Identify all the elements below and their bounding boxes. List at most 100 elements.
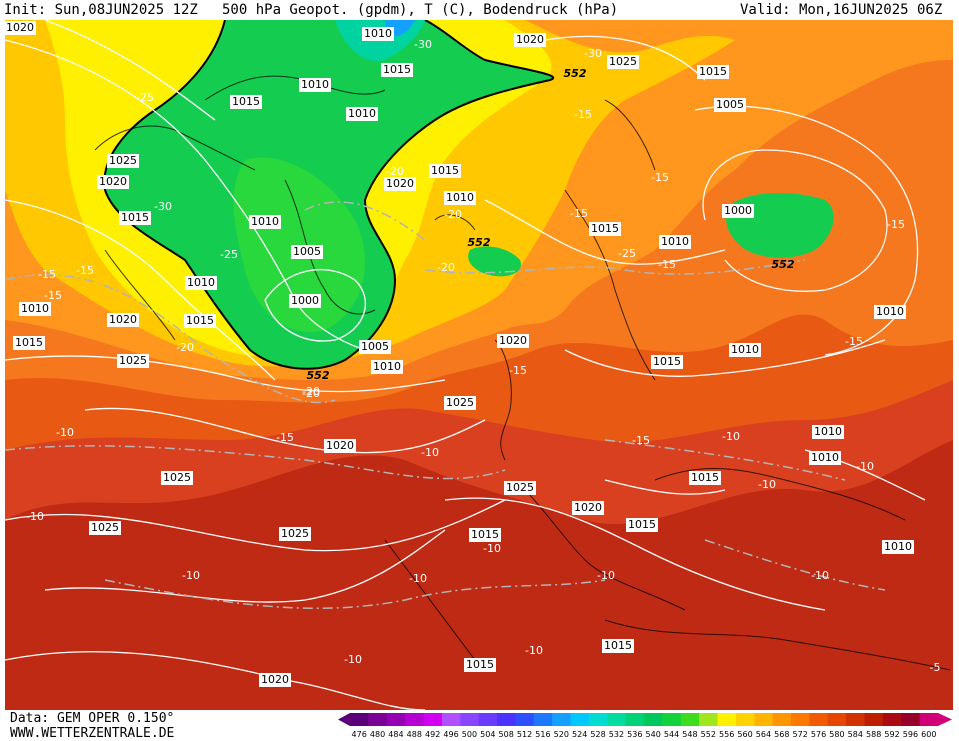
- svg-text:552: 552: [772, 258, 795, 271]
- temperature-label: -15: [44, 289, 62, 302]
- svg-text:-10: -10: [344, 653, 362, 666]
- svg-text:1020: 1020: [99, 175, 127, 188]
- svg-text:1015: 1015: [591, 222, 619, 235]
- colorbar-tick-label: 536: [627, 730, 642, 739]
- colorbar-tick-label: 596: [903, 730, 918, 739]
- colorbar-tick-label: 540: [646, 730, 661, 739]
- colorbar-tick-label: 488: [407, 730, 422, 739]
- isobar-label: 1020: [497, 334, 529, 348]
- temperature-label: -10: [483, 542, 501, 555]
- svg-text:1010: 1010: [876, 305, 904, 318]
- svg-text:-10: -10: [597, 569, 615, 582]
- colorbar-swatch: [423, 713, 443, 726]
- temperature-label: -15: [276, 431, 294, 444]
- svg-text:1010: 1010: [348, 107, 376, 120]
- svg-text:1015: 1015: [431, 164, 459, 177]
- svg-text:1025: 1025: [119, 354, 147, 367]
- svg-text:-10: -10: [26, 510, 44, 523]
- svg-text:-10: -10: [525, 644, 543, 657]
- colorbar-swatch: [368, 713, 388, 726]
- colorbar: 476 480 484 488 492 496 500 504 508 512 516 520 524 5…: [338, 713, 952, 739]
- colorbar-tick-label: 524: [572, 730, 587, 739]
- temperature-label: -15: [570, 207, 588, 220]
- isobar-label: 1000: [722, 204, 754, 218]
- temperature-label: -20: [176, 341, 194, 354]
- colorbar-swatch: [644, 713, 663, 726]
- map-header: Init: Sun,08JUN2025 12Z 500 hPa Geopot. …: [0, 0, 959, 20]
- colorbar-swatch: [533, 713, 553, 726]
- svg-text:-20: -20: [437, 261, 455, 274]
- colorbar-swatch: [919, 713, 939, 726]
- isobar-label: 1025: [279, 527, 311, 541]
- svg-text:1010: 1010: [251, 215, 279, 228]
- isobar-label: 1010: [185, 276, 217, 290]
- temperature-label: -5: [930, 661, 941, 674]
- isobar-label: 1010: [809, 451, 841, 465]
- svg-text:-20: -20: [386, 165, 404, 178]
- temperature-label: -25: [618, 247, 636, 260]
- colorbar-tick-label: 492: [425, 730, 440, 739]
- isobar-label: 1015: [13, 336, 45, 350]
- coastlines: [94, 75, 951, 671]
- temperature-label: -15: [509, 364, 527, 377]
- temperature-label: -10: [26, 510, 44, 523]
- svg-text:1015: 1015: [15, 336, 43, 349]
- svg-text:552: 552: [307, 369, 330, 382]
- svg-text:1015: 1015: [186, 314, 214, 327]
- isobar-label: 1025: [89, 521, 121, 535]
- svg-text:-15: -15: [76, 264, 94, 277]
- isobar-label: 1020: [572, 501, 604, 515]
- svg-text:1015: 1015: [699, 65, 727, 78]
- colorbar-swatch: [754, 713, 774, 726]
- isobar-label: 1015: [602, 639, 634, 653]
- contour-552-label: 552: [564, 67, 587, 80]
- colorbar-tick-label: 508: [499, 730, 514, 739]
- svg-text:1015: 1015: [604, 639, 632, 652]
- temperature-label: -25: [220, 248, 238, 261]
- isobar-label: 1010: [371, 360, 403, 374]
- svg-text:1015: 1015: [466, 658, 494, 671]
- svg-text:-15: -15: [574, 108, 592, 121]
- svg-text:1010: 1010: [301, 78, 329, 91]
- colorbar-swatch: [772, 713, 792, 726]
- svg-text:-15: -15: [658, 258, 676, 271]
- colorbar-tick-label: 556: [719, 730, 734, 739]
- temperature-label: -10: [56, 426, 74, 439]
- contour-552-label: 552: [307, 369, 330, 382]
- colorbar-swatch: [864, 713, 884, 726]
- colorbar-tick-label: 592: [884, 730, 899, 739]
- isobar-label: 1005: [291, 245, 323, 259]
- svg-text:-15: -15: [276, 431, 294, 444]
- isobar-label: 1015: [119, 211, 151, 225]
- temperature-label: -15: [887, 218, 905, 231]
- temperature-label: -10: [811, 569, 829, 582]
- svg-text:1000: 1000: [724, 204, 752, 217]
- colorbar-tick-label: 528: [590, 730, 605, 739]
- colorbar-swatch: [717, 713, 737, 726]
- svg-text:1010: 1010: [661, 235, 689, 248]
- temperature-label: -25: [136, 91, 154, 104]
- temperature-label: -15: [76, 264, 94, 277]
- temperature-label: -15: [651, 171, 669, 184]
- svg-text:-30: -30: [414, 38, 432, 51]
- svg-text:-15: -15: [845, 335, 863, 348]
- colorbar-swatch: [901, 713, 921, 726]
- isobar-label: 1020: [384, 177, 416, 191]
- svg-text:1015: 1015: [691, 471, 719, 484]
- temperature-isotherms: [5, 201, 886, 610]
- colorbar-swatch: [846, 713, 865, 726]
- svg-text:1015: 1015: [383, 63, 411, 76]
- colorbar-tick-label: 576: [811, 730, 826, 739]
- isobar-label: 1010: [659, 235, 691, 249]
- temperature-label: -20: [302, 385, 320, 398]
- temperature-label: -30: [414, 38, 432, 51]
- isobar-label: 1005: [359, 340, 391, 354]
- colorbar-tick-label: 548: [682, 730, 697, 739]
- colorbar-swatch: [735, 713, 755, 726]
- svg-text:1010: 1010: [187, 276, 215, 289]
- svg-text:1015: 1015: [471, 528, 499, 541]
- svg-text:-10: -10: [758, 478, 776, 491]
- colorbar-tick-label: 512: [517, 730, 532, 739]
- isobar-label: 1010: [346, 107, 378, 121]
- field-lightgreen-core: [233, 157, 365, 332]
